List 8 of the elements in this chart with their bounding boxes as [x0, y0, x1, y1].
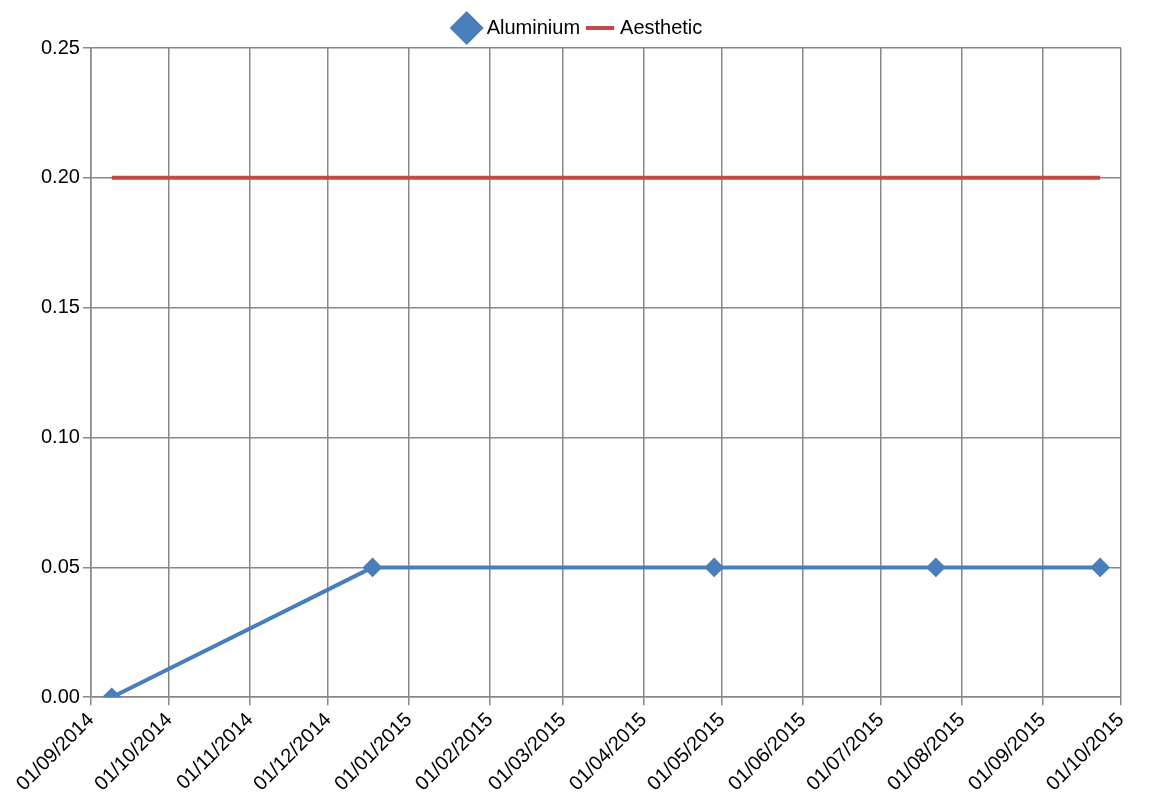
- legend-label: Aluminium: [486, 15, 581, 38]
- legend-label: Aesthetic: [620, 15, 703, 38]
- y-tick-label: 0.00: [40, 684, 80, 707]
- y-tick-label: 0.20: [40, 165, 80, 188]
- y-tick-label: 0.15: [40, 295, 80, 318]
- y-tick-label: 0.10: [40, 425, 80, 448]
- y-tick-label: 0.05: [40, 554, 80, 577]
- y-tick-label: 0.25: [40, 35, 80, 58]
